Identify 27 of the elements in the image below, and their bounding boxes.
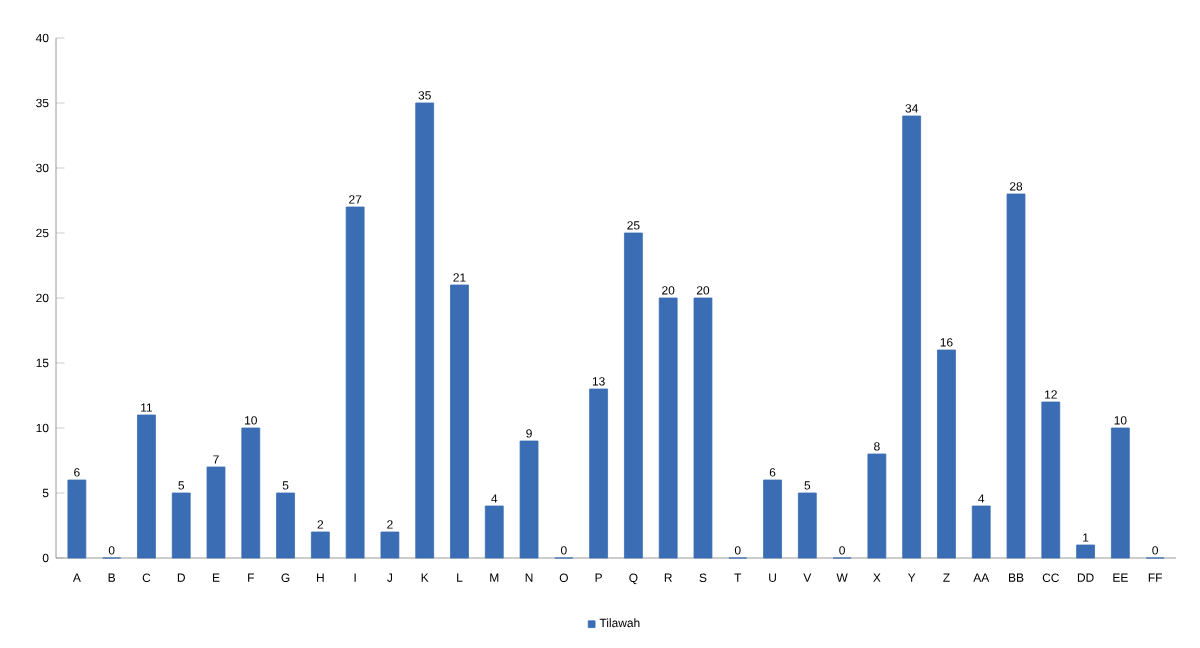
- bar: [1110, 427, 1130, 559]
- bar: [450, 284, 469, 559]
- bar: [1006, 193, 1026, 559]
- bar: [763, 479, 782, 559]
- bar: [345, 206, 365, 559]
- bar: [1041, 401, 1061, 559]
- bar: [937, 349, 956, 559]
- bar: [171, 492, 191, 559]
- bar: [589, 388, 608, 559]
- bar: [971, 505, 991, 559]
- bar: [658, 297, 678, 559]
- bar: [276, 492, 295, 559]
- bar: [415, 102, 435, 559]
- bar: [241, 427, 261, 559]
- bar: [137, 414, 156, 559]
- bar: [206, 466, 226, 559]
- bar: [902, 115, 922, 559]
- bar: [380, 531, 400, 559]
- bar: [310, 531, 330, 559]
- bar: [519, 440, 539, 559]
- bar: [624, 232, 643, 559]
- bar: [484, 505, 504, 559]
- bar: [693, 297, 713, 559]
- bar: [1076, 544, 1095, 559]
- bar: [867, 453, 887, 559]
- bar: [797, 492, 817, 559]
- bar: [67, 479, 87, 559]
